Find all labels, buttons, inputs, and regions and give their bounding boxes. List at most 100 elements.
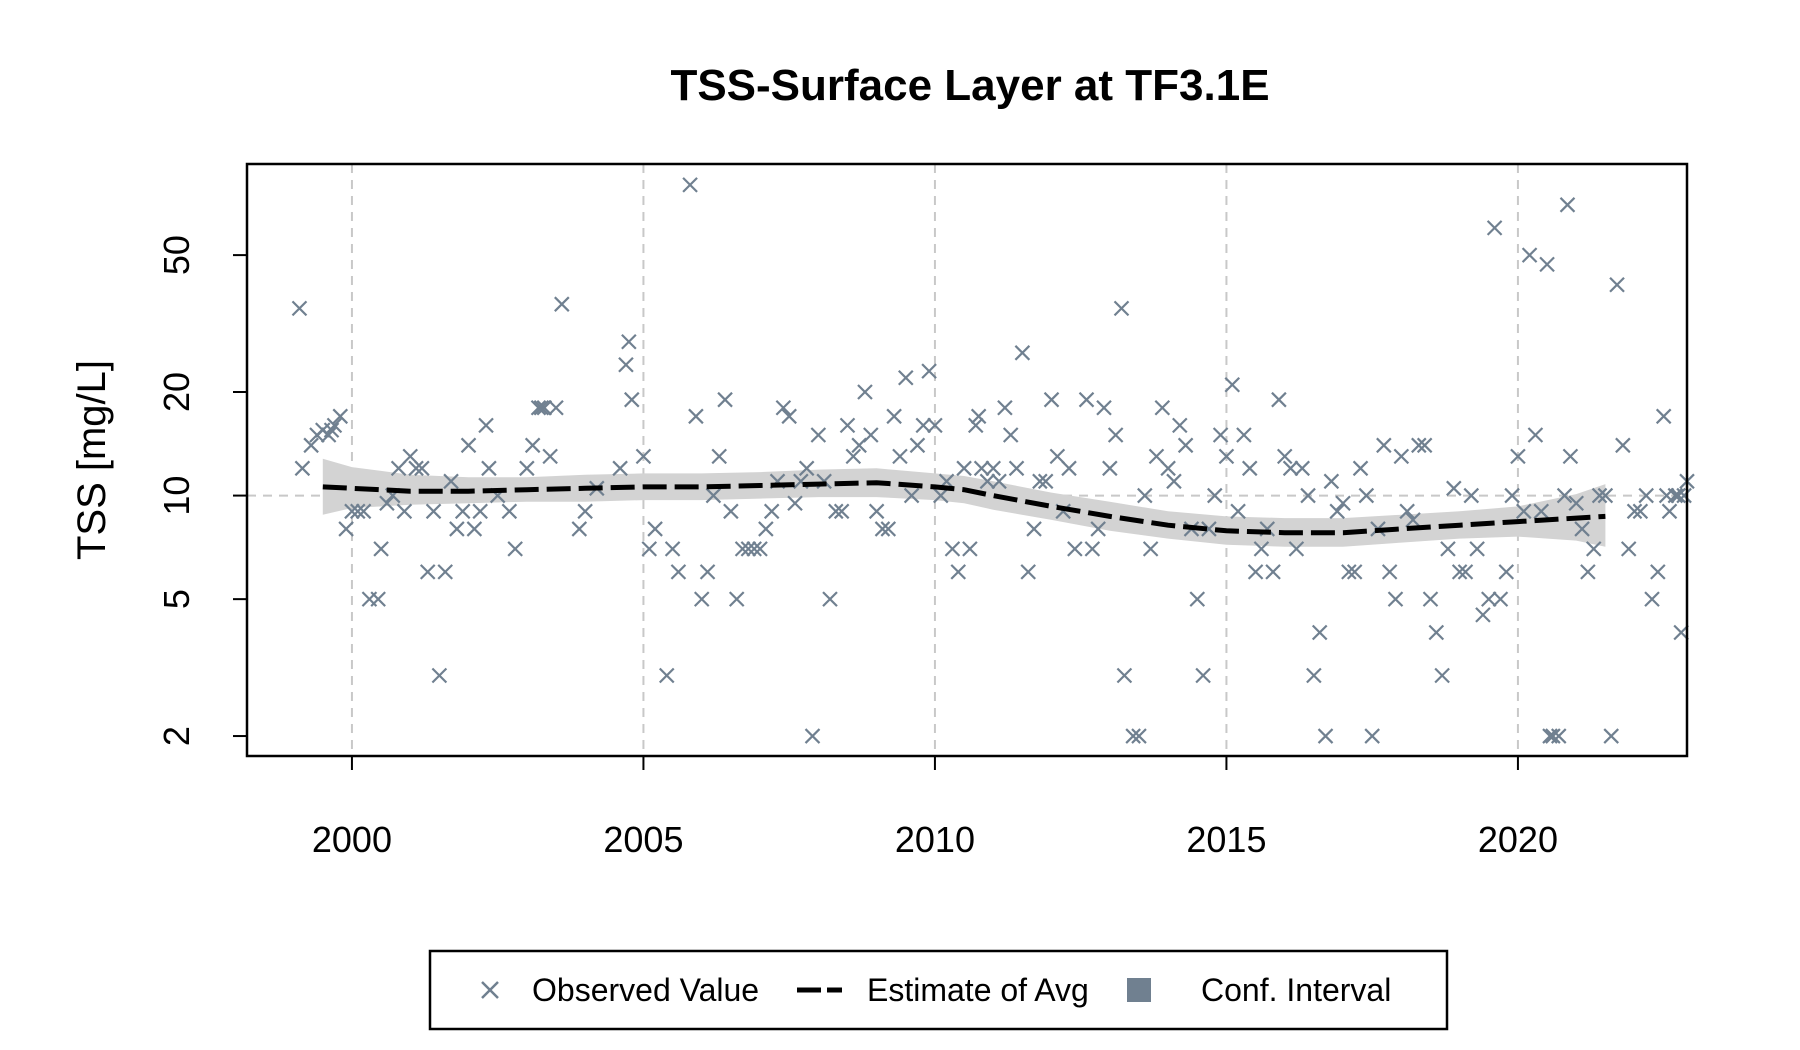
observed-point-stroke	[921, 363, 937, 379]
observed-point-stroke	[1107, 427, 1124, 443]
observed-point-stroke	[1055, 503, 1071, 520]
observed-point-stroke	[641, 541, 658, 557]
observed-point-stroke	[326, 417, 343, 434]
observed-point-stroke	[1020, 564, 1036, 580]
observed-point	[1049, 448, 1066, 465]
observed-point-stroke	[303, 437, 319, 454]
observed-point-stroke	[1615, 437, 1631, 454]
observed-point	[863, 427, 879, 443]
observed-point	[519, 460, 535, 477]
observed-point	[472, 503, 488, 520]
observed-point	[763, 503, 780, 520]
observed-point-stroke	[1469, 541, 1485, 557]
observed-point	[478, 417, 494, 434]
observed-point	[1008, 460, 1025, 477]
observed-point-stroke	[903, 487, 920, 504]
observed-point-stroke	[1580, 564, 1596, 580]
observed-point	[612, 460, 628, 477]
observed-point-stroke	[1655, 408, 1672, 425]
observed-point-stroke	[781, 408, 797, 425]
observed-point	[1265, 564, 1281, 580]
observed-point-stroke	[1626, 503, 1643, 520]
observed-point-stroke	[460, 437, 477, 454]
observed-point	[1457, 564, 1474, 580]
observed-point-stroke	[323, 422, 340, 438]
observed-point	[1515, 503, 1532, 520]
observed-point-stroke	[1556, 487, 1573, 504]
observed-point	[507, 541, 523, 557]
observed-point-stroke	[839, 417, 856, 434]
observed-point	[950, 564, 967, 580]
observed-point	[997, 399, 1013, 416]
observed-point	[533, 399, 550, 416]
observed-point	[1550, 728, 1567, 744]
observed-point-stroke	[542, 448, 558, 465]
observed-point	[1574, 521, 1590, 537]
observed-point-stroke	[501, 503, 518, 520]
observed-point	[1585, 541, 1602, 557]
observed-point-stroke	[1160, 460, 1176, 477]
observed-point-stroke	[414, 460, 430, 477]
observed-point-stroke	[970, 408, 987, 425]
observed-point	[1096, 399, 1112, 416]
observed-point-stroke	[536, 399, 553, 416]
observed-point-stroke	[822, 591, 838, 607]
observed-point-stroke	[1521, 247, 1538, 263]
observed-point-stroke	[621, 333, 637, 350]
observed-point-stroke	[1376, 437, 1392, 454]
observed-point-stroke	[1329, 503, 1345, 520]
observed-point	[1661, 503, 1678, 520]
observed-point-stroke	[1113, 300, 1130, 317]
observed-point-stroke	[804, 728, 821, 744]
observed-point	[1317, 728, 1334, 744]
observed-point-stroke	[554, 296, 570, 312]
observed-point-stroke	[1177, 437, 1194, 454]
observed-point	[979, 473, 996, 490]
observed-point-stroke	[810, 427, 827, 443]
observed-point-stroke	[828, 503, 844, 520]
observed-point-stroke	[944, 541, 961, 557]
observed-point	[1020, 564, 1036, 580]
observed-point-stroke	[1142, 541, 1159, 557]
observed-point-stroke	[1422, 591, 1439, 607]
observed-point-stroke	[1090, 521, 1106, 537]
observed-point	[688, 408, 704, 425]
observed-point	[892, 448, 908, 465]
observed-point	[874, 521, 891, 537]
observed-point	[1358, 487, 1375, 504]
observed-point	[1481, 591, 1497, 607]
observed-point	[1206, 487, 1223, 504]
observed-point	[536, 399, 553, 416]
observed-point-stroke	[1597, 487, 1614, 504]
observed-point-stroke	[775, 399, 792, 416]
observed-point-stroke	[1195, 667, 1211, 684]
observed-point	[746, 541, 762, 557]
observed-point-stroke	[1387, 591, 1404, 607]
observed-point	[973, 460, 990, 477]
observed-point-stroke	[1446, 480, 1462, 497]
legend-label-ci: Conf. Interval	[1201, 972, 1391, 1008]
observed-point-stroke	[868, 503, 885, 520]
observed-point	[970, 408, 987, 425]
observed-point-stroke	[1061, 460, 1077, 477]
observed-point-stroke	[1247, 564, 1264, 580]
observed-point	[425, 503, 442, 520]
observed-point-stroke	[1102, 460, 1118, 477]
legend-label-estimate: Estimate of Avg	[867, 972, 1089, 1008]
observed-point-stroke	[1241, 460, 1258, 477]
observed-point-stroke	[530, 399, 547, 416]
observed-point	[1177, 437, 1194, 454]
observed-point-stroke	[466, 521, 483, 537]
observed-point	[1393, 448, 1410, 465]
observed-point-stroke	[997, 399, 1013, 416]
observed-point	[1230, 503, 1246, 520]
observed-point-stroke	[1515, 503, 1532, 520]
observed-point	[1078, 391, 1095, 408]
observed-point-stroke	[338, 521, 354, 537]
observed-point	[1160, 460, 1176, 477]
observed-point	[886, 408, 902, 425]
observed-point	[728, 591, 745, 607]
observed-point-stroke	[682, 177, 698, 193]
x-tick-label: 2005	[603, 819, 683, 860]
observed-point	[1241, 460, 1258, 477]
